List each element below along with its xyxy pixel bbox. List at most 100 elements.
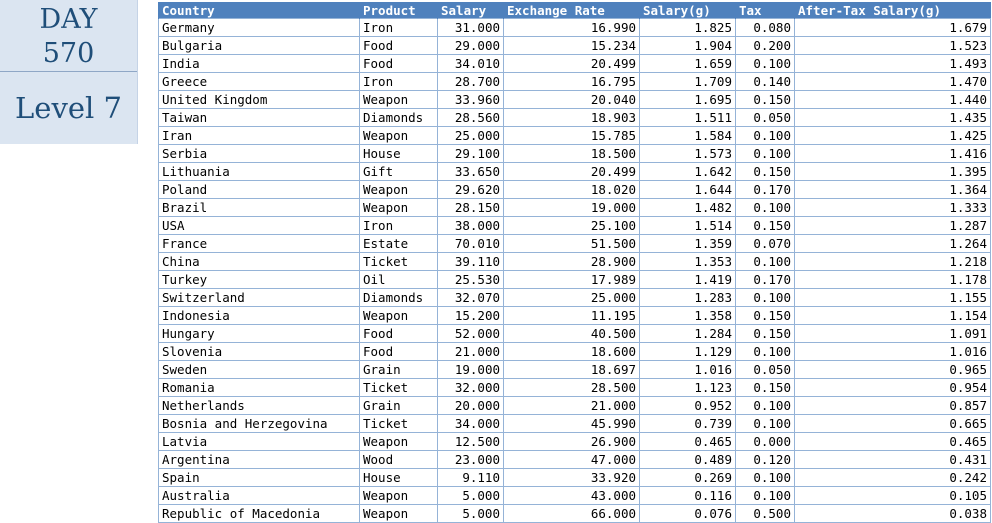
cell-salary[interactable]: 25.000 — [437, 126, 504, 145]
cell-product[interactable]: Oil — [359, 270, 438, 289]
cell-salary-g[interactable]: 1.283 — [639, 288, 736, 307]
cell-tax[interactable]: 0.050 — [735, 108, 795, 127]
cell-product[interactable]: Food — [359, 342, 438, 361]
cell-exchange-rate[interactable]: 18.903 — [503, 108, 640, 127]
cell-salary-g[interactable]: 1.659 — [639, 54, 736, 73]
cell-salary[interactable]: 34.010 — [437, 54, 504, 73]
cell-country[interactable]: Bosnia and Herzegovina — [158, 414, 360, 433]
header-country[interactable]: Country — [158, 2, 360, 19]
cell-country[interactable]: Lithuania — [158, 162, 360, 181]
cell-product[interactable]: Diamonds — [359, 288, 438, 307]
cell-after-tax-salary[interactable]: 0.857 — [794, 396, 991, 415]
cell-country[interactable]: France — [158, 234, 360, 253]
cell-product[interactable]: Iron — [359, 216, 438, 235]
cell-salary-g[interactable]: 1.482 — [639, 198, 736, 217]
cell-tax[interactable]: 0.100 — [735, 342, 795, 361]
cell-product[interactable]: Grain — [359, 360, 438, 379]
cell-salary[interactable]: 70.010 — [437, 234, 504, 253]
cell-salary-g[interactable]: 1.123 — [639, 378, 736, 397]
cell-after-tax-salary[interactable]: 1.333 — [794, 198, 991, 217]
cell-tax[interactable]: 0.500 — [735, 504, 795, 523]
cell-salary-g[interactable]: 0.269 — [639, 468, 736, 487]
cell-country[interactable]: USA — [158, 216, 360, 235]
cell-country[interactable]: Republic of Macedonia — [158, 504, 360, 523]
cell-product[interactable]: Weapon — [359, 126, 438, 145]
cell-exchange-rate[interactable]: 18.600 — [503, 342, 640, 361]
cell-product[interactable]: Wood — [359, 450, 438, 469]
header-salary[interactable]: Salary — [437, 2, 504, 19]
cell-salary[interactable]: 32.000 — [437, 378, 504, 397]
cell-after-tax-salary[interactable]: 0.965 — [794, 360, 991, 379]
cell-salary[interactable]: 28.150 — [437, 198, 504, 217]
cell-salary-g[interactable]: 1.359 — [639, 234, 736, 253]
cell-product[interactable]: House — [359, 144, 438, 163]
cell-salary[interactable]: 29.620 — [437, 180, 504, 199]
cell-after-tax-salary[interactable]: 1.440 — [794, 90, 991, 109]
cell-salary-g[interactable]: 1.825 — [639, 18, 736, 37]
cell-product[interactable]: Weapon — [359, 198, 438, 217]
cell-exchange-rate[interactable]: 28.900 — [503, 252, 640, 271]
cell-country[interactable]: Taiwan — [158, 108, 360, 127]
cell-country[interactable]: Greece — [158, 72, 360, 91]
cell-exchange-rate[interactable]: 20.040 — [503, 90, 640, 109]
cell-salary[interactable]: 15.200 — [437, 306, 504, 325]
cell-country[interactable]: Hungary — [158, 324, 360, 343]
header-exchange-rate[interactable]: Exchange Rate — [503, 2, 640, 19]
cell-salary-g[interactable]: 1.353 — [639, 252, 736, 271]
cell-tax[interactable]: 0.150 — [735, 162, 795, 181]
cell-country[interactable]: Romania — [158, 378, 360, 397]
cell-salary-g[interactable]: 1.642 — [639, 162, 736, 181]
cell-tax[interactable]: 0.100 — [735, 288, 795, 307]
cell-salary-g[interactable]: 1.511 — [639, 108, 736, 127]
cell-product[interactable]: Diamonds — [359, 108, 438, 127]
header-after-tax-salary[interactable]: After-Tax Salary(g) — [794, 2, 991, 19]
header-tax[interactable]: Tax — [735, 2, 795, 19]
cell-salary-g[interactable]: 1.573 — [639, 144, 736, 163]
cell-tax[interactable]: 0.170 — [735, 270, 795, 289]
cell-salary[interactable]: 23.000 — [437, 450, 504, 469]
cell-country[interactable]: China — [158, 252, 360, 271]
cell-product[interactable]: Gift — [359, 162, 438, 181]
cell-country[interactable]: Latvia — [158, 432, 360, 451]
cell-salary-g[interactable]: 1.358 — [639, 306, 736, 325]
cell-salary-g[interactable]: 1.129 — [639, 342, 736, 361]
cell-after-tax-salary[interactable]: 1.416 — [794, 144, 991, 163]
cell-salary-g[interactable]: 0.076 — [639, 504, 736, 523]
cell-tax[interactable]: 0.150 — [735, 216, 795, 235]
day-cell[interactable]: DAY 570 — [0, 0, 137, 72]
cell-country[interactable]: Argentina — [158, 450, 360, 469]
cell-salary[interactable]: 38.000 — [437, 216, 504, 235]
header-product[interactable]: Product — [359, 2, 438, 19]
cell-exchange-rate[interactable]: 43.000 — [503, 486, 640, 505]
cell-exchange-rate[interactable]: 18.500 — [503, 144, 640, 163]
cell-tax[interactable]: 0.070 — [735, 234, 795, 253]
cell-tax[interactable]: 0.100 — [735, 468, 795, 487]
cell-after-tax-salary[interactable]: 0.954 — [794, 378, 991, 397]
cell-salary[interactable]: 28.700 — [437, 72, 504, 91]
cell-product[interactable]: Ticket — [359, 252, 438, 271]
level-cell[interactable]: Level 7 — [0, 72, 137, 144]
cell-product[interactable]: Iron — [359, 18, 438, 37]
cell-after-tax-salary[interactable]: 0.465 — [794, 432, 991, 451]
cell-after-tax-salary[interactable]: 1.178 — [794, 270, 991, 289]
cell-product[interactable]: House — [359, 468, 438, 487]
header-salary-g[interactable]: Salary(g) — [639, 2, 736, 19]
cell-tax[interactable]: 0.120 — [735, 450, 795, 469]
cell-product[interactable]: Ticket — [359, 378, 438, 397]
cell-country[interactable]: Spain — [158, 468, 360, 487]
cell-country[interactable]: Switzerland — [158, 288, 360, 307]
cell-product[interactable]: Weapon — [359, 90, 438, 109]
cell-after-tax-salary[interactable]: 1.523 — [794, 36, 991, 55]
cell-exchange-rate[interactable]: 18.697 — [503, 360, 640, 379]
cell-salary[interactable]: 29.000 — [437, 36, 504, 55]
cell-salary[interactable]: 52.000 — [437, 324, 504, 343]
cell-product[interactable]: Food — [359, 54, 438, 73]
cell-salary-g[interactable]: 1.284 — [639, 324, 736, 343]
cell-exchange-rate[interactable]: 20.499 — [503, 54, 640, 73]
cell-tax[interactable]: 0.100 — [735, 414, 795, 433]
cell-salary-g[interactable]: 1.904 — [639, 36, 736, 55]
cell-after-tax-salary[interactable]: 1.435 — [794, 108, 991, 127]
cell-tax[interactable]: 0.100 — [735, 396, 795, 415]
cell-exchange-rate[interactable]: 66.000 — [503, 504, 640, 523]
cell-product[interactable]: Iron — [359, 72, 438, 91]
